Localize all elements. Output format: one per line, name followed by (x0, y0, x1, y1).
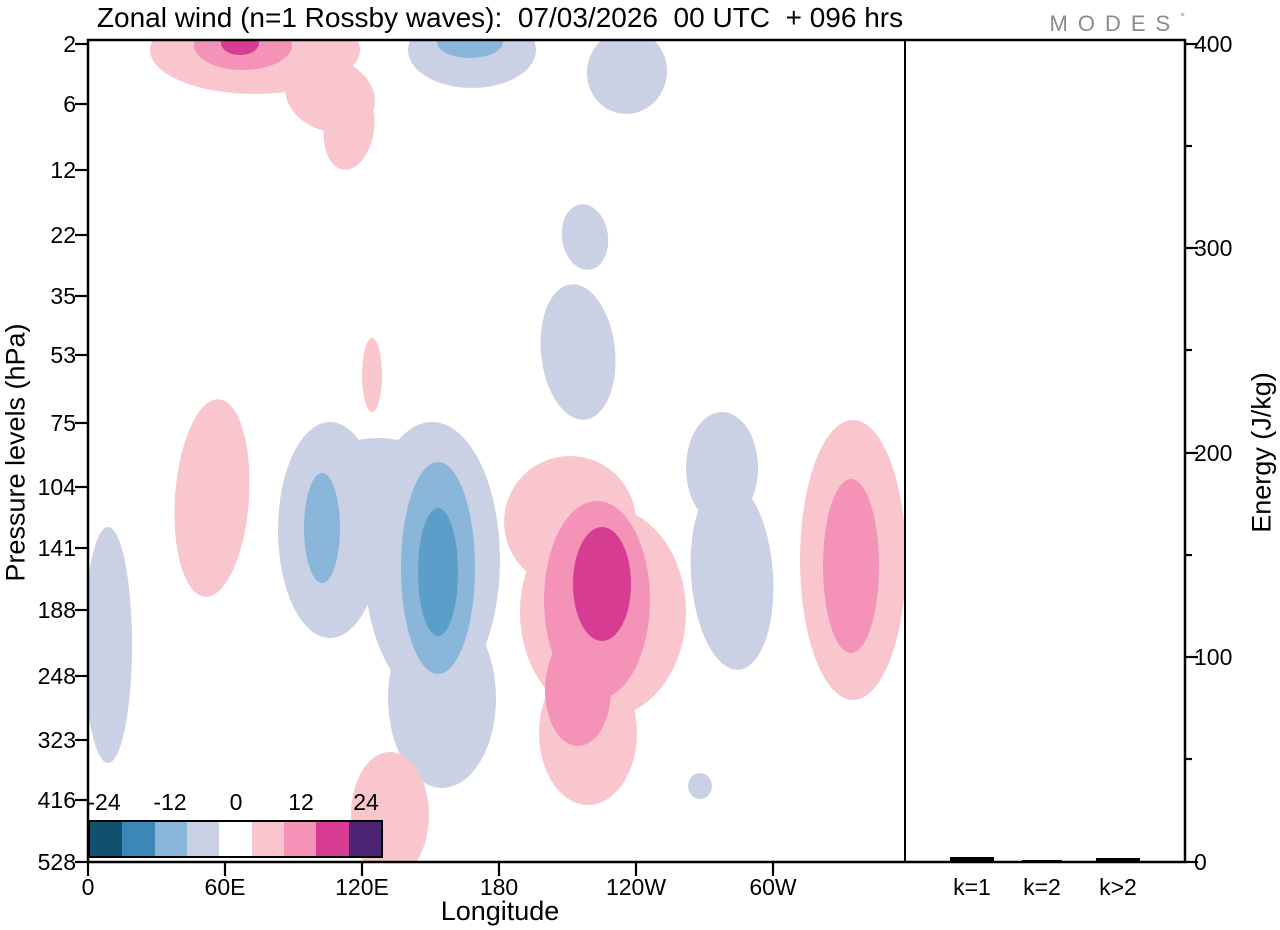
energy-bar-k1 (950, 857, 994, 862)
colorbar-cell (186, 822, 220, 856)
positive-contour-outer (150, 41, 904, 861)
pressure-tick-label: 528 (37, 849, 76, 875)
positive-contour-core (221, 41, 631, 641)
colorbar-cell (348, 822, 381, 856)
energy-bars (950, 857, 1140, 862)
energy-tick-marks (1185, 42, 1198, 864)
energy-tick-label: 400 (1194, 31, 1233, 57)
modes-logo-text: MODES (1049, 11, 1181, 36)
longitude-tick-label: 0 (81, 874, 95, 900)
colorbar-label: -24 (87, 789, 121, 815)
pressure-tick-label: 323 (37, 727, 76, 753)
colorbar-cell (122, 822, 155, 856)
colorbar-label: -12 (153, 789, 187, 815)
longitude-tick-label: 120E (335, 874, 389, 900)
pressure-tick-label: 416 (37, 787, 76, 813)
pressure-tick-label: 6 (63, 91, 76, 117)
colorbar-label: 12 (288, 789, 314, 815)
longitude-tick-label: 120W (605, 874, 667, 900)
colorbar (88, 820, 383, 858)
energy-tick-label: 200 (1194, 440, 1233, 466)
pressure-tick-label: 12 (50, 157, 76, 183)
colorbar-cell (154, 822, 187, 856)
colorbar-cell (283, 822, 317, 856)
wavenumber-label-k2: k=2 (1023, 874, 1061, 900)
pressure-tick-label: 188 (37, 597, 76, 623)
negative-contour-core (418, 508, 458, 636)
pressure-tick-label: 53 (50, 342, 76, 368)
longitude-tick-label: 60E (204, 874, 246, 900)
energy-bar-k2 (1022, 860, 1062, 862)
colorbar-cell (90, 822, 123, 856)
colorbar-cell (316, 822, 349, 856)
pressure-tick-marks (75, 42, 88, 864)
contour-field (89, 41, 904, 861)
energy-tick-label: 100 (1194, 644, 1233, 670)
pressure-tick-label: 22 (50, 222, 76, 248)
pressure-tick-label: 2 (63, 31, 76, 57)
pressure-tick-label: 248 (37, 663, 76, 689)
energy-tick-label: 300 (1194, 235, 1233, 261)
wavenumber-label-kgt2: k>2 (1099, 874, 1137, 900)
pressure-tick-label: 104 (37, 474, 76, 500)
colorbar-label: 24 (353, 789, 379, 815)
longitude-tick-label: 60W (749, 874, 797, 900)
modes-logo: MODES° (1050, 10, 1186, 37)
pressure-tick-label: 75 (50, 410, 76, 436)
chart-title: Zonal wind (n=1 Rossby waves): 07/03/202… (96, 2, 904, 33)
energy-tick-label: 0 (1194, 849, 1207, 875)
negative-contour-outer (89, 41, 774, 799)
modes-logo-degree-mark: ° (1180, 10, 1185, 24)
colorbar-cell (251, 822, 284, 856)
colorbar-label: 0 (229, 789, 243, 815)
wavenumber-label-k1: k=1 (953, 874, 991, 900)
longitude-tick-label: 180 (479, 874, 519, 900)
energy-bar-kgt2 (1096, 858, 1140, 862)
pressure-tick-label: 35 (50, 283, 76, 309)
colorbar-cell (219, 822, 252, 856)
pressure-tick-label: 141 (37, 535, 76, 561)
longitude-tick-marks (86, 862, 775, 876)
longitude-axis-label: Longitude (440, 896, 560, 926)
